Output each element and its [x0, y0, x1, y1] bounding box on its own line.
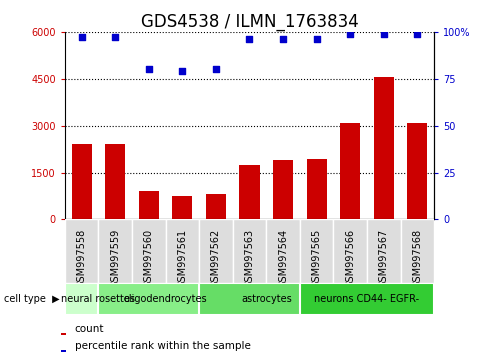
Bar — [340, 122, 360, 219]
Text: GSM997567: GSM997567 — [379, 229, 389, 288]
Bar — [266, 219, 300, 283]
Point — [78, 35, 86, 40]
Text: GSM997564: GSM997564 — [278, 229, 288, 288]
Bar — [206, 194, 226, 219]
Bar — [367, 219, 401, 283]
Text: oligodendrocytes: oligodendrocytes — [124, 294, 208, 304]
Bar — [98, 219, 132, 283]
Text: GSM997558: GSM997558 — [77, 229, 87, 288]
Point — [413, 31, 421, 36]
Text: GSM997560: GSM997560 — [144, 229, 154, 288]
Bar — [233, 219, 266, 283]
Text: GSM997559: GSM997559 — [110, 229, 120, 288]
Bar — [401, 219, 434, 283]
Text: GSM997565: GSM997565 — [312, 229, 322, 288]
Text: GSM997562: GSM997562 — [211, 229, 221, 288]
Text: count: count — [75, 324, 104, 333]
Bar — [273, 160, 293, 219]
Point — [246, 36, 253, 42]
Text: neurons CD44- EGFR-: neurons CD44- EGFR- — [314, 294, 420, 304]
Bar — [300, 283, 434, 315]
Bar — [300, 219, 333, 283]
Text: GSM997561: GSM997561 — [177, 229, 187, 288]
Point — [380, 31, 388, 36]
Bar — [199, 283, 333, 315]
Bar — [61, 333, 66, 335]
Bar — [105, 144, 125, 219]
Text: neural rosettes: neural rosettes — [61, 294, 135, 304]
Text: GSM997563: GSM997563 — [245, 229, 254, 288]
Bar — [240, 165, 259, 219]
Point — [279, 36, 287, 42]
Bar — [199, 219, 233, 283]
Title: GDS4538 / ILMN_1763834: GDS4538 / ILMN_1763834 — [141, 13, 358, 30]
Bar — [61, 350, 66, 352]
Point — [178, 68, 186, 74]
Point — [111, 35, 119, 40]
Bar — [172, 196, 193, 219]
Bar — [407, 122, 428, 219]
Text: percentile rank within the sample: percentile rank within the sample — [75, 341, 250, 351]
Text: GSM997568: GSM997568 — [412, 229, 422, 288]
Point — [313, 36, 321, 42]
Bar — [65, 219, 98, 283]
Bar — [65, 283, 132, 315]
Bar — [306, 159, 327, 219]
Bar — [139, 191, 159, 219]
Bar — [333, 219, 367, 283]
Point — [212, 67, 220, 72]
Bar — [98, 283, 233, 315]
Bar — [166, 219, 199, 283]
Bar — [71, 144, 92, 219]
Point — [346, 31, 354, 36]
Point — [145, 67, 153, 72]
Text: astrocytes: astrocytes — [241, 294, 291, 304]
Bar — [132, 219, 166, 283]
Text: GSM997566: GSM997566 — [345, 229, 355, 288]
Bar — [374, 77, 394, 219]
Text: cell type  ▶: cell type ▶ — [4, 294, 60, 304]
